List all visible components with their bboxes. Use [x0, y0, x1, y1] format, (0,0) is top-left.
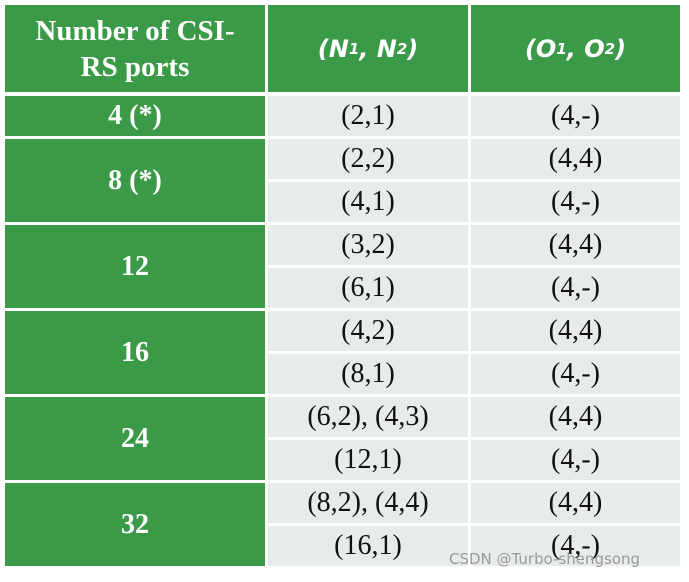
math-part: ) [407, 34, 419, 63]
n-cell: (2,2) [268, 139, 468, 179]
n-cell: (2,1) [268, 96, 468, 136]
header-line: Number of CSI- [35, 14, 235, 47]
math-part: O [535, 34, 557, 63]
watermark: CSDN @Turbo-shengsong [449, 550, 641, 568]
n-cell: (4,2) [268, 311, 468, 351]
n-cell: (6,2), (4,3) [268, 397, 468, 437]
o-cell: (4,-) [471, 96, 680, 136]
math-sub: 2 [604, 39, 616, 58]
ports-cell: 12 [5, 225, 265, 308]
math-part: ( [317, 34, 329, 63]
o-cell: (4,4) [471, 225, 680, 265]
n-cell: (8,2), (4,4) [268, 483, 468, 523]
o-cell: (4,4) [471, 139, 680, 179]
n-cell: (12,1) [268, 440, 468, 480]
o-cell: (4,-) [471, 526, 680, 566]
header-o: (O 1, O 2) [471, 5, 680, 92]
header-n: (N 1, N 2) [268, 5, 468, 92]
math-sub: 2 [396, 39, 408, 58]
o-cell: (4,-) [471, 440, 680, 480]
ports-cell: 24 [5, 397, 265, 480]
math-part: N [328, 34, 349, 63]
o-cell: (4,4) [471, 483, 680, 523]
math-part: ) [615, 34, 627, 63]
n-cell: (3,2) [268, 225, 468, 265]
math-part: , [566, 34, 576, 63]
math-sub: 1 [348, 39, 360, 58]
ports-cell: 16 [5, 311, 265, 394]
o-cell: (4,-) [471, 268, 680, 308]
o-cell: (4,-) [471, 354, 680, 394]
ports-cell: 32 [5, 483, 265, 566]
n-cell: (8,1) [268, 354, 468, 394]
ports-cell: 4 (*) [5, 96, 265, 136]
math-sub: 1 [556, 39, 567, 58]
math-part: , [359, 34, 369, 63]
o-cell: (4,4) [471, 397, 680, 437]
ports-cell: 8 (*) [5, 139, 265, 222]
header-line: RS ports [80, 50, 190, 83]
n-cell: (16,1) [268, 526, 468, 566]
math-part: N [376, 34, 397, 63]
n-cell: (6,1) [268, 268, 468, 308]
math-part: O [584, 34, 605, 63]
n-cell: (4,1) [268, 182, 468, 222]
header-ports: Number of CSI- RS ports [5, 5, 265, 92]
o-cell: (4,-) [471, 182, 680, 222]
math-part: ( [524, 34, 536, 63]
o-cell: (4,4) [471, 311, 680, 351]
